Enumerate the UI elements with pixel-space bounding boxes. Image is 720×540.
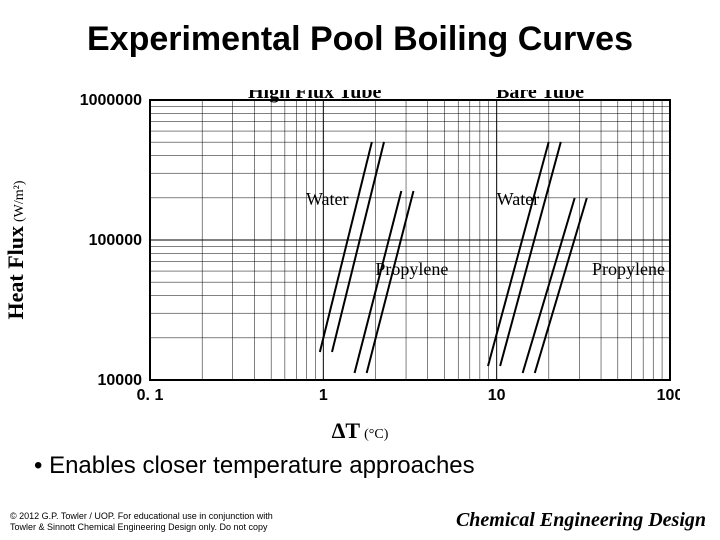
svg-text:Propylene: Propylene xyxy=(592,259,665,279)
svg-text:1: 1 xyxy=(319,387,328,404)
svg-text:100: 100 xyxy=(657,387,680,404)
y-axis-label-text: Heat Flux xyxy=(3,226,28,320)
boiling-curves-chart: 0. 1 1 10 100 10000 100000 1000000 High Flux Tu… xyxy=(40,90,680,412)
svg-text:Propylene: Propylene xyxy=(375,259,448,279)
svg-text:Bare Tube: Bare Tube xyxy=(496,90,584,103)
svg-text:0. 1: 0. 1 xyxy=(137,387,164,404)
svg-text:1000000: 1000000 xyxy=(80,92,142,109)
svg-text:Water: Water xyxy=(306,189,349,209)
svg-text:10000: 10000 xyxy=(98,372,143,389)
bullet-point: • Enables closer temperature approaches xyxy=(34,452,475,480)
y-axis-label-unit: (W/m²) xyxy=(12,180,27,222)
slide: Experimental Pool Boiling Curves Heat Fl… xyxy=(0,0,720,540)
svg-text:100000: 100000 xyxy=(89,232,142,249)
footer-left-line1: © 2012 G.P. Towler / UOP. For educationa… xyxy=(10,511,273,521)
svg-text:Water: Water xyxy=(497,189,540,209)
x-axis-label-unit: (°C) xyxy=(364,427,388,442)
svg-text:High Flux Tube: High Flux Tube xyxy=(248,90,382,103)
footer-left-line2: Towler & Sinnott Chemical Engineering De… xyxy=(10,522,267,532)
footer-left: © 2012 G.P. Towler / UOP. For educationa… xyxy=(10,511,273,532)
slide-title: Experimental Pool Boiling Curves xyxy=(0,20,720,59)
x-axis-label-text: ΔT xyxy=(332,418,360,443)
footer-right: Chemical Engineering Design xyxy=(456,509,706,532)
svg-text:10: 10 xyxy=(488,387,506,404)
y-axis-label: Heat Flux (W/m²) xyxy=(3,180,29,319)
x-axis-label: ΔT (°C) xyxy=(0,418,720,444)
